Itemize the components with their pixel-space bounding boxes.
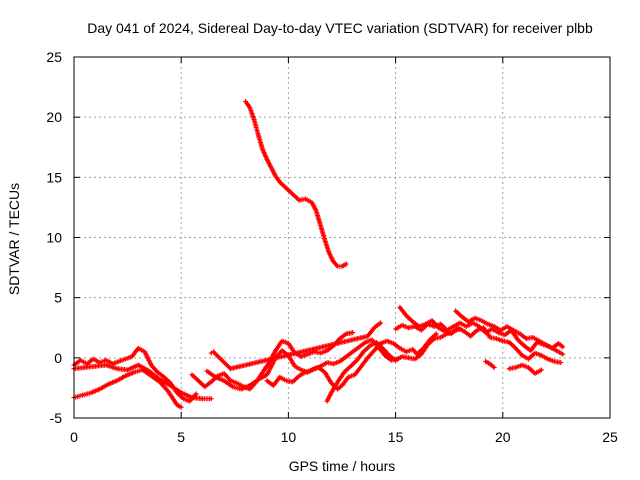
series-track-l — [506, 362, 544, 376]
y-axis-label: SDTVAR / TECUs — [6, 183, 22, 295]
axis-ticks: 0 5 10 15 20 25 -5 0 5 10 15 20 25 — [46, 49, 618, 445]
series-track-high — [243, 99, 349, 269]
series-track-k — [483, 358, 497, 370]
y-tick-label: 15 — [46, 169, 62, 185]
y-tick-label: 0 — [54, 350, 62, 366]
x-tick-label: 25 — [602, 429, 618, 445]
grid-layer — [74, 57, 610, 418]
y-tick-label: 25 — [46, 49, 62, 65]
series-track-b — [71, 367, 184, 410]
y-tick-label: 20 — [46, 109, 62, 125]
marker-trail — [453, 308, 566, 351]
marker-trail — [483, 358, 497, 370]
marker-trail — [506, 362, 544, 376]
series-track-m — [208, 320, 384, 372]
marker-trail — [264, 331, 439, 392]
x-tick-label: 15 — [388, 429, 404, 445]
marker-trail — [324, 326, 463, 404]
x-tick-label: 20 — [495, 429, 511, 445]
series-track-j — [453, 308, 566, 351]
y-tick-label: 5 — [54, 290, 62, 306]
x-tick-label: 5 — [177, 429, 185, 445]
marker-trail — [397, 304, 564, 366]
x-axis-label: GPS time / hours — [289, 458, 396, 474]
series-track-i — [397, 304, 564, 366]
y-tick-label: -5 — [50, 410, 63, 426]
chart-title: Day 041 of 2024, Sidereal Day-to-day VTE… — [87, 20, 593, 36]
marker-trail — [243, 99, 349, 269]
x-tick-label: 0 — [70, 429, 78, 445]
series-track-g — [324, 326, 463, 404]
y-tick-label: 10 — [46, 230, 62, 246]
marker-trail — [208, 320, 384, 372]
x-tick-label: 10 — [281, 429, 297, 445]
data-points — [71, 99, 566, 410]
